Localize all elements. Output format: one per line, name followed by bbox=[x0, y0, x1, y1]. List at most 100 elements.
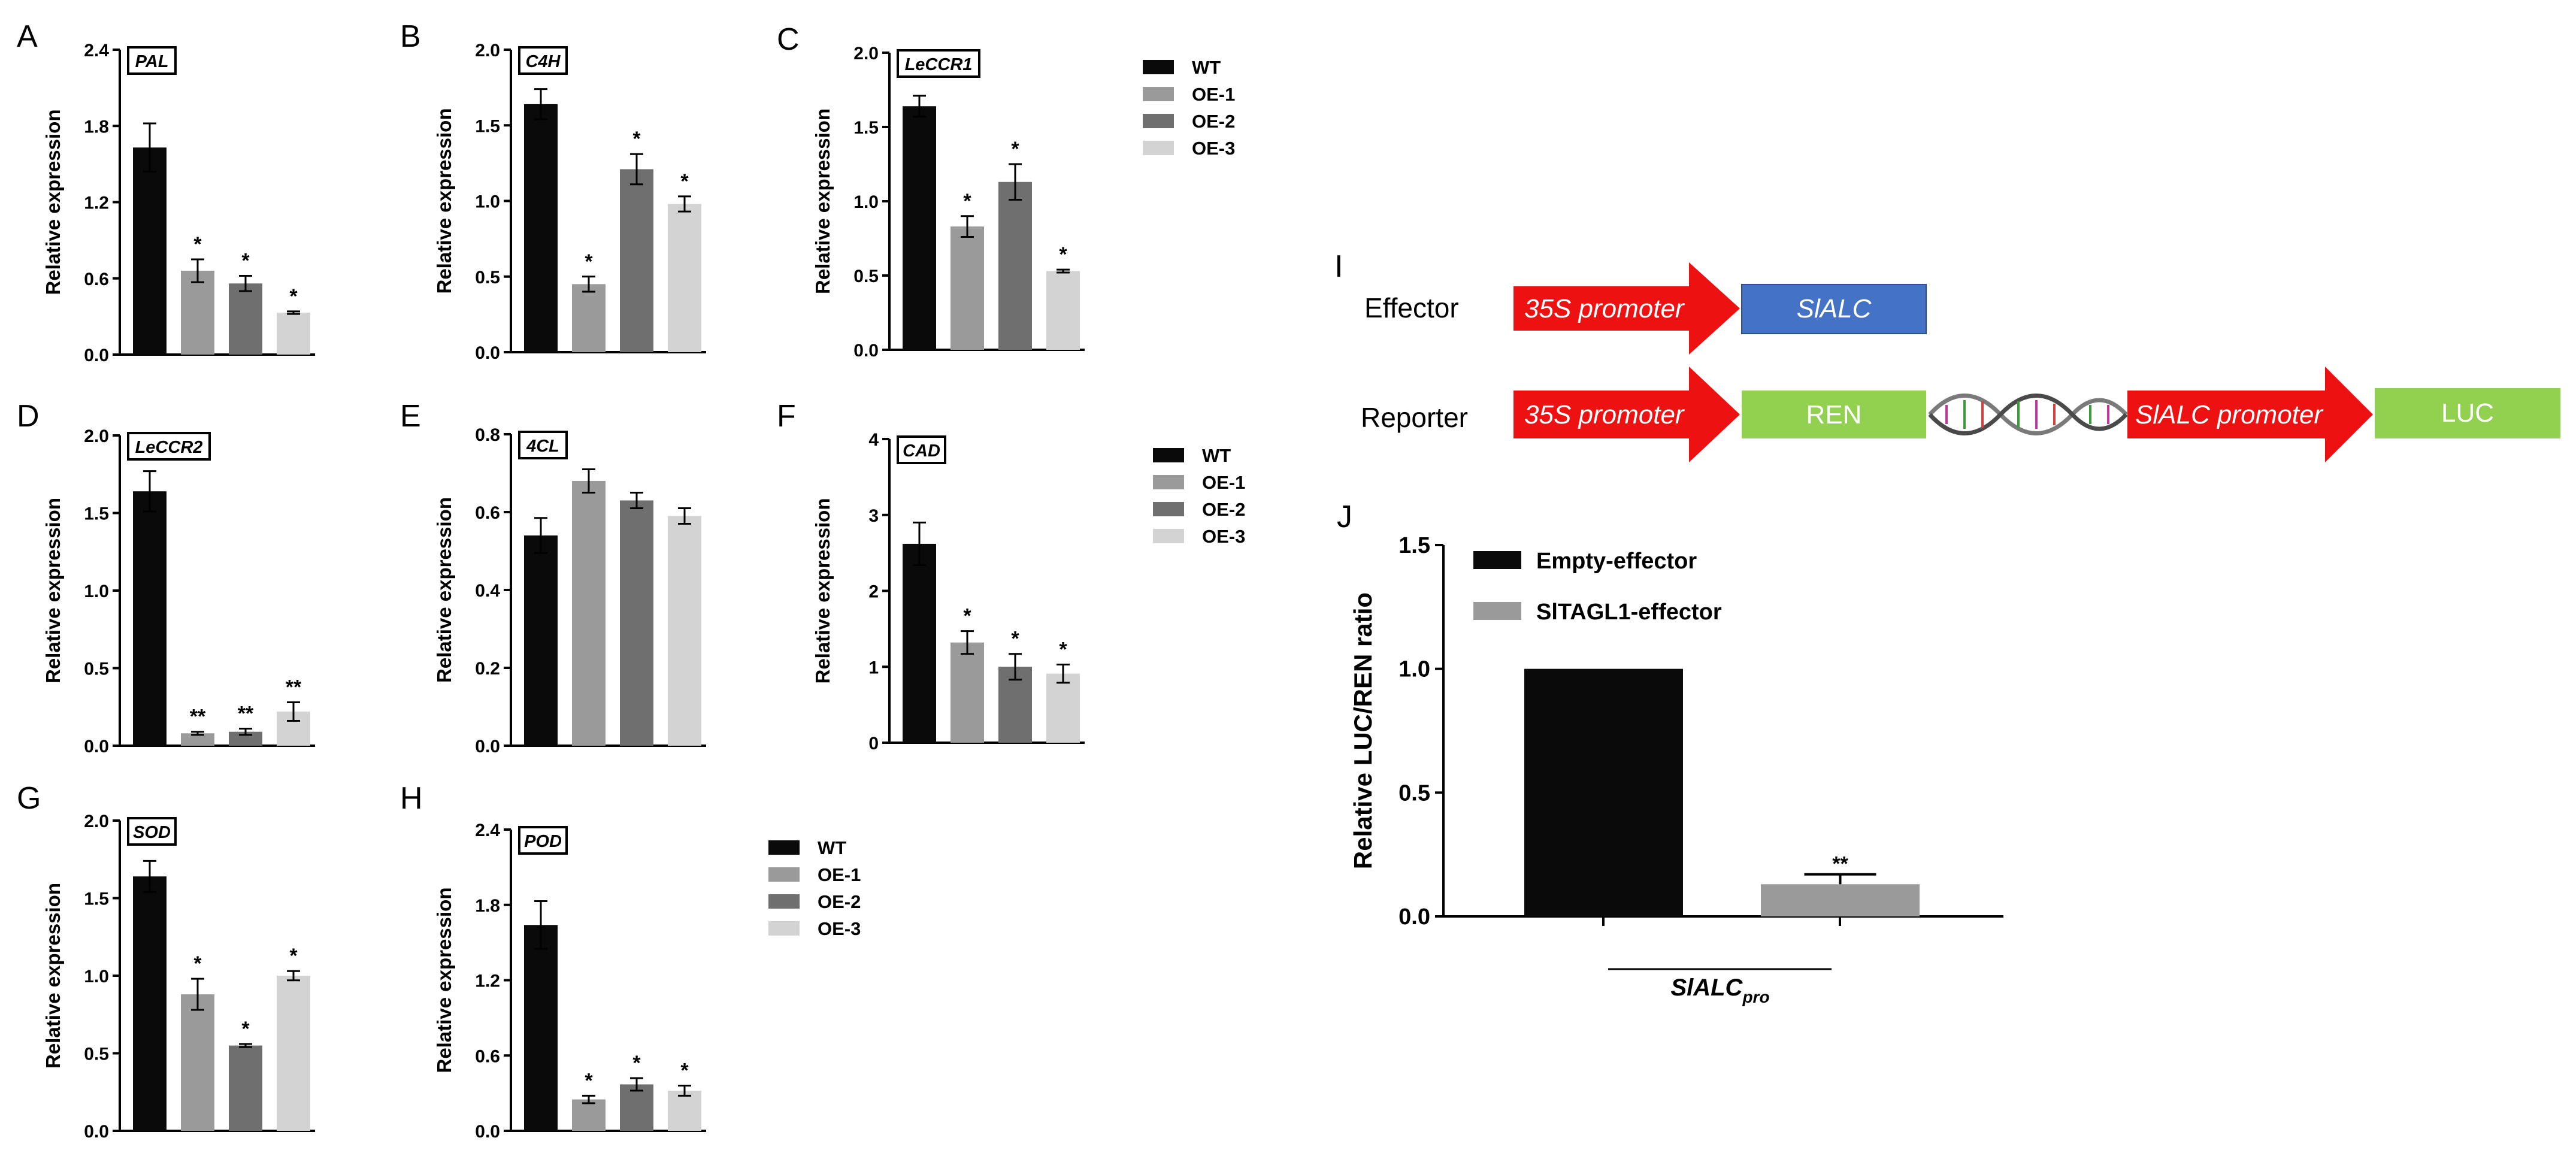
panel-a: A 0.0 0.6 1.2 1.8 2.4 Relative expression PAL * *… bbox=[17, 19, 315, 365]
bar-wt bbox=[903, 543, 936, 743]
bar-oe-2 bbox=[229, 731, 262, 746]
gene-label-box bbox=[127, 817, 177, 846]
dna-helix-icon bbox=[1928, 394, 2128, 435]
bar-oe-2 bbox=[229, 1045, 262, 1131]
legend-label: WT bbox=[818, 837, 846, 858]
y-axis-label: Relative expression bbox=[433, 888, 455, 1073]
legend-abc: WT OE-1 OE-2 OE-3 bbox=[1143, 57, 1235, 159]
bar-oe-3 bbox=[1046, 673, 1080, 743]
gene-label: LeCCR1 bbox=[905, 55, 973, 74]
y-tick-label: 1.0 bbox=[853, 192, 879, 212]
legend-swatch bbox=[1143, 87, 1174, 101]
y-tick-label: 1.0 bbox=[84, 967, 109, 986]
y-axis-label: Relative expression bbox=[42, 110, 64, 295]
y-axis-label: Relative expression bbox=[42, 883, 64, 1069]
legend-swatch bbox=[1143, 60, 1174, 74]
significance-mark: * bbox=[241, 1018, 250, 1040]
legend-swatch bbox=[768, 867, 800, 882]
y-tick-label: 2.4 bbox=[84, 41, 109, 60]
legend-swatch bbox=[1153, 529, 1184, 543]
panel-letter: H bbox=[400, 781, 423, 816]
x-category-subscript: pro bbox=[1742, 988, 1769, 1006]
target-promoter-arrow bbox=[2127, 367, 2373, 462]
y-tick-label: 0.0 bbox=[84, 346, 109, 365]
bar-oe-3 bbox=[277, 313, 310, 355]
significance-mark: * bbox=[680, 1060, 689, 1082]
gene-label-box bbox=[518, 46, 568, 75]
y-tick-label: 2.0 bbox=[475, 41, 500, 60]
legend-label: OE-3 bbox=[1202, 526, 1245, 547]
y-tick-label: 1.5 bbox=[475, 116, 500, 136]
panel-letter-I: I bbox=[1334, 249, 1343, 284]
bar-oe-3 bbox=[668, 516, 701, 746]
bar-wt bbox=[524, 535, 558, 746]
bar-sltagl1-effector bbox=[1761, 884, 1920, 916]
y-tick-label: 0 bbox=[868, 734, 879, 753]
gene-label: CAD bbox=[903, 441, 940, 461]
legend-label: OE-2 bbox=[818, 891, 861, 912]
y-tick-label: 2.0 bbox=[84, 426, 109, 446]
y-tick-label: 0.6 bbox=[84, 270, 109, 289]
reporter-promoter-arrow bbox=[1513, 367, 1740, 462]
legend-label: OE-2 bbox=[1192, 111, 1235, 132]
legend-label: OE-2 bbox=[1202, 499, 1245, 520]
panel-j-chart: J 0.0 0.5 1.0 1.5 Relative LUC/REN ratio Empty… bbox=[1337, 500, 2003, 1006]
bar-oe-1 bbox=[951, 642, 984, 743]
y-tick-label: 2.4 bbox=[475, 821, 500, 840]
significance-mark: * bbox=[289, 945, 298, 967]
bar-oe-1 bbox=[572, 1099, 606, 1131]
y-tick-label: 0.0 bbox=[84, 1122, 109, 1142]
significance-mark: * bbox=[1011, 138, 1019, 161]
construct-diagram: I Effector Reporter 35S promoter SlALC 3… bbox=[1334, 249, 2560, 462]
legend-gh: WT OE-1 OE-2 OE-3 bbox=[768, 837, 861, 939]
bar-oe-3 bbox=[668, 1090, 701, 1131]
effector-promoter-text: 35S promoter bbox=[1524, 294, 1685, 323]
panel-h: H 0.0 0.6 1.2 1.8 2.4 Relative expression POD * *… bbox=[400, 781, 706, 1142]
panel-letter: E bbox=[400, 399, 421, 434]
legend-swatch bbox=[1153, 475, 1184, 489]
significance-mark: * bbox=[680, 170, 689, 193]
luc-text: LUC bbox=[2441, 398, 2494, 428]
bar-oe-1 bbox=[572, 284, 606, 352]
gene-label: C4H bbox=[525, 52, 561, 71]
bar-oe-2 bbox=[620, 1084, 653, 1131]
reporter-label: Reporter bbox=[1361, 402, 1468, 433]
legend-label: OE-1 bbox=[1192, 84, 1235, 105]
y-tick-label: 1.5 bbox=[84, 889, 109, 909]
bar-oe-1 bbox=[181, 271, 214, 355]
y-tick-label: 0.5 bbox=[84, 659, 109, 679]
ren-box bbox=[1742, 391, 1926, 438]
panel-e: E 0.0 0.2 0.4 0.6 0.8 Relative expression 4CL bbox=[400, 399, 706, 756]
y-tick-label: 0.0 bbox=[853, 341, 879, 361]
y-tick-label: 1.2 bbox=[84, 193, 109, 213]
significance-mark: ** bbox=[238, 703, 254, 725]
bar-wt bbox=[524, 925, 558, 1131]
panel-letter: G bbox=[17, 781, 41, 816]
significance-mark: * bbox=[1059, 638, 1067, 661]
legend-swatch bbox=[768, 921, 800, 936]
legends: WT OE-1 OE-2 OE-3 WT OE-1 OE-2 OE-3 WT OE-1 OE-2 OE… bbox=[768, 57, 1245, 939]
y-tick-label: 2 bbox=[868, 582, 879, 602]
panel-c: C 0.0 0.5 1.0 1.5 2.0 Relative expression LeCCR… bbox=[777, 22, 1085, 361]
legend-def: WT OE-1 OE-2 OE-3 bbox=[1153, 445, 1245, 547]
gene-label: SOD bbox=[133, 823, 171, 842]
y-tick-label: 0.0 bbox=[475, 737, 500, 756]
significance-mark: * bbox=[1059, 243, 1067, 266]
panel-letter: F bbox=[777, 399, 796, 434]
significance-mark: * bbox=[289, 285, 298, 308]
luc-box bbox=[2375, 388, 2560, 438]
legend-label: Empty-effector bbox=[1536, 549, 1697, 574]
panel-b: B 0.0 0.5 1.0 1.5 2.0 Relative expression C4H * *… bbox=[400, 19, 706, 363]
ren-text: REN bbox=[1806, 400, 1862, 429]
y-tick-label: 4 bbox=[868, 430, 879, 450]
significance-mark: * bbox=[963, 190, 971, 213]
y-tick-label: 2.0 bbox=[853, 44, 879, 63]
target-promoter-text: SlALC promoter bbox=[2135, 400, 2324, 429]
panel-g: G 0.0 0.5 1.0 1.5 2.0 Relative expression SOD * *… bbox=[17, 781, 315, 1142]
legend-swatch bbox=[1153, 502, 1184, 516]
bar-oe-3 bbox=[668, 204, 701, 352]
legend-label: WT bbox=[1202, 445, 1231, 466]
y-tick-label: 0.5 bbox=[475, 268, 500, 288]
legend-label: OE-3 bbox=[1192, 138, 1235, 159]
